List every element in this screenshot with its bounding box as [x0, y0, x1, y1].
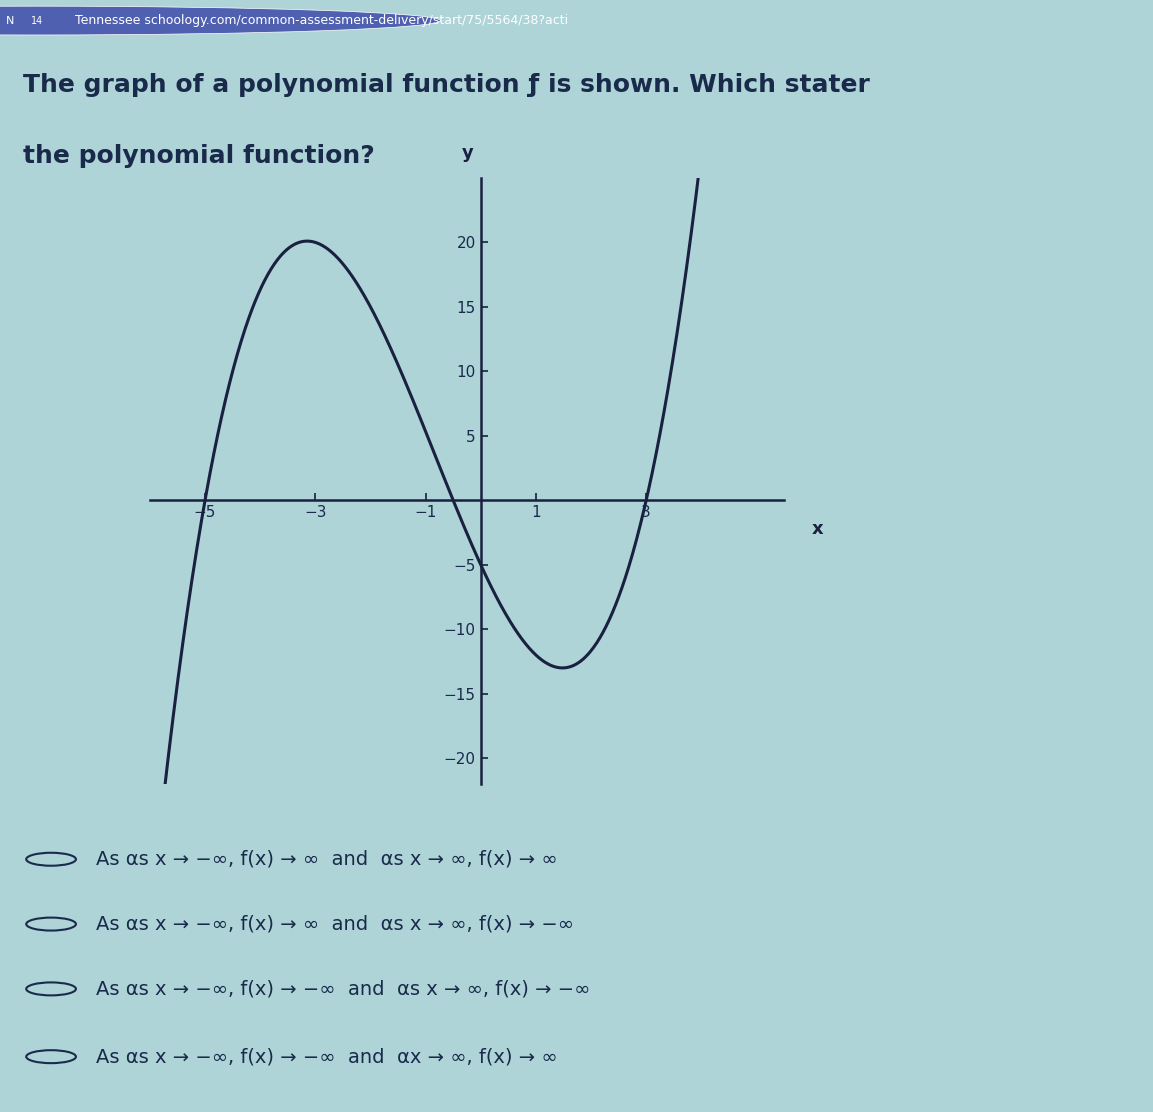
- Text: The graph of a polynomial function ƒ is shown. Which stater: The graph of a polynomial function ƒ is …: [23, 72, 869, 97]
- Text: N: N: [6, 16, 14, 26]
- Text: y: y: [461, 145, 473, 162]
- Text: 14: 14: [31, 16, 43, 26]
- Text: As αs x → −∞, f(x) → −∞  and  αs x → ∞, f(x) → −∞: As αs x → −∞, f(x) → −∞ and αs x → ∞, f(…: [97, 980, 590, 999]
- Text: the polynomial function?: the polynomial function?: [23, 145, 375, 168]
- Text: x: x: [812, 519, 823, 537]
- Circle shape: [0, 7, 440, 34]
- Text: As αs x → −∞, f(x) → −∞  and  αx → ∞, f(x) → ∞: As αs x → −∞, f(x) → −∞ and αx → ∞, f(x)…: [97, 1048, 558, 1066]
- Text: As αs x → −∞, f(x) → ∞  and  αs x → ∞, f(x) → −∞: As αs x → −∞, f(x) → ∞ and αs x → ∞, f(x…: [97, 914, 574, 934]
- Text: As αs x → −∞, f(x) → ∞  and  αs x → ∞, f(x) → ∞: As αs x → −∞, f(x) → ∞ and αs x → ∞, f(x…: [97, 850, 558, 868]
- Text: Tennessee schoology.com/common-assessment-delivery/start/75/5564/38?acti: Tennessee schoology.com/common-assessmen…: [75, 14, 568, 27]
